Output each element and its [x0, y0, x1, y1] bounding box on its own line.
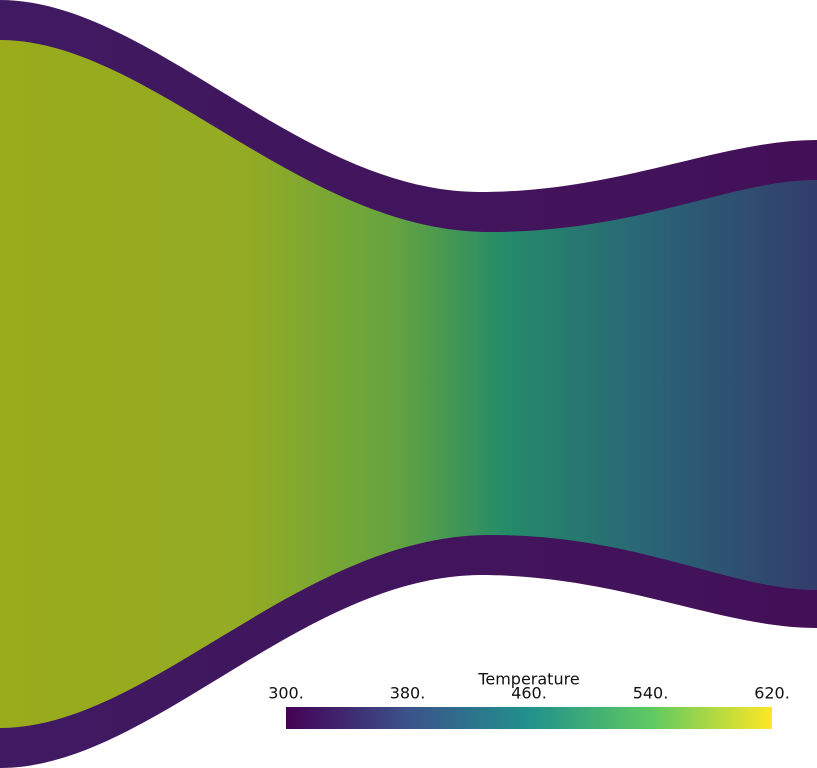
tick-label: 380.: [390, 684, 426, 703]
tick-label: 300.: [268, 684, 304, 703]
temperature-field: [0, 40, 817, 728]
colorbar: [286, 707, 772, 729]
colorbar-ticks: 300. 380. 460. 540. 620.: [268, 684, 790, 703]
tick-label: 460.: [511, 684, 547, 703]
colorbar-title: Temperature: [477, 670, 579, 689]
tick-label: 620.: [754, 684, 790, 703]
tick-label: 540.: [633, 684, 669, 703]
